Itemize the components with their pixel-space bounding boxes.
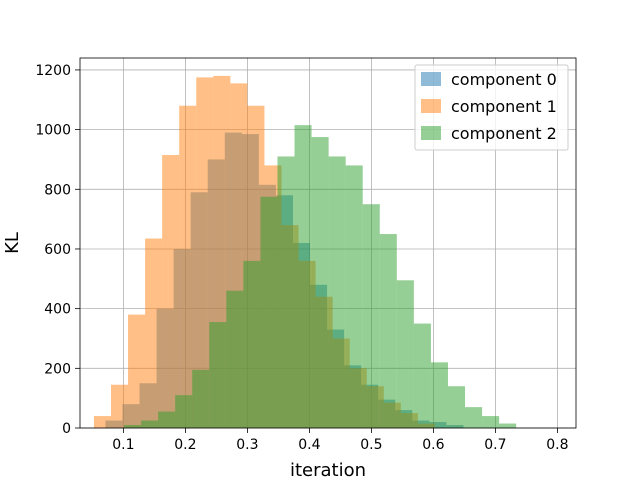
histogram-bar [345,165,363,428]
x-tick-label: 0.6 [422,437,444,453]
histogram-bar [277,156,295,428]
x-tick-label: 0.3 [236,437,258,453]
histogram-bar [311,137,329,429]
histogram-bar [499,423,517,428]
legend-swatch-component-1 [421,99,441,113]
histogram-bar [179,105,197,428]
y-tick-label: 0 [62,421,71,437]
bars [93,75,517,429]
histogram-bar [124,425,142,428]
histogram-bar [93,416,111,428]
series-component-2 [124,125,517,429]
y-tick-label: 600 [44,242,71,258]
histogram-bar [362,204,380,428]
y-tick-label: 400 [44,302,71,318]
legend-label-component-1: component 1 [451,97,557,116]
histogram-bar [175,395,193,428]
legend-label-component-2: component 2 [451,124,557,143]
x-tick-label: 0.4 [298,437,320,453]
histogram-bar [430,362,448,428]
histogram-bar [243,260,261,428]
histogram-bar [396,280,414,428]
y-tick-label: 800 [44,182,71,198]
histogram-bar [145,238,163,428]
legend: component 0 component 1 component 2 [414,64,569,151]
histogram-bar [192,369,210,428]
y-tick-label: 200 [44,361,71,377]
x-tick-label: 0.8 [546,437,568,453]
histogram-bar [465,407,483,428]
histogram-bar [447,386,466,428]
histogram-bar [260,196,278,428]
histogram-bar [128,314,146,428]
legend-box [414,64,569,151]
x-tick-label: 0.7 [484,437,506,453]
x-axis-label: iteration [290,460,366,480]
y-tick-label: 1200 [35,63,71,79]
histogram-bar [141,420,159,428]
ticks: 0.1 0.2 0.3 0.4 0.5 0.6 0.7 0.8 0 200 400 600 800 100… [35,63,568,453]
x-tick-label: 0.2 [174,437,196,453]
x-tick-label: 0.5 [360,437,382,453]
histogram-bar [226,290,244,428]
histogram-bar [158,411,176,428]
histogram-bar [111,384,129,428]
plot-frame [79,57,577,429]
histogram-bar [196,77,214,428]
histogram-bar [328,156,346,428]
x-tick-label: 0.1 [112,437,134,453]
legend-swatch-component-2 [421,126,441,140]
histogram-bar [413,323,431,428]
histogram-bar [294,125,312,429]
histogram-bar [209,322,227,428]
histogram-bar [162,154,180,428]
legend-label-component-0: component 0 [451,70,557,89]
histogram-bar [379,234,397,428]
y-tick-label: 1000 [35,123,71,139]
legend-swatch-component-0 [421,72,441,86]
histogram-bar [482,416,500,428]
y-axis-label: KL [2,232,23,254]
